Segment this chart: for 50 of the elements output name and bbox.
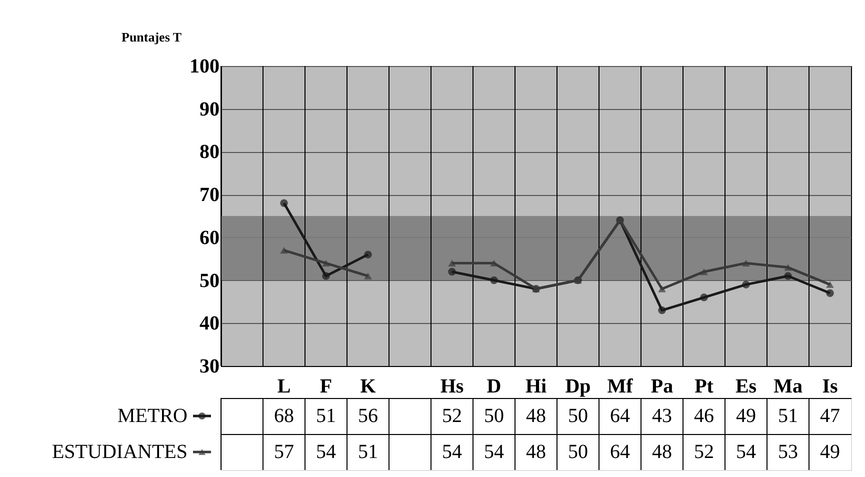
data-label: 51 <box>778 405 798 427</box>
data-label: 64 <box>610 441 630 463</box>
x-tick-label: F <box>320 376 332 398</box>
y-tick-label: 90 <box>200 98 220 120</box>
data-label: 52 <box>442 405 462 427</box>
data-label: 54 <box>442 441 462 463</box>
data-label: 47 <box>820 405 840 427</box>
y-tick-label: 100 <box>190 56 220 78</box>
data-label: 48 <box>652 441 672 463</box>
x-tick-label: Mf <box>607 376 634 398</box>
x-tick-label: Hs <box>440 376 464 398</box>
legend-label: ESTUDIANTES <box>52 441 188 463</box>
x-tick-label: Es <box>735 376 757 398</box>
x-tick-label: Pa <box>650 376 674 398</box>
data-label: 50 <box>568 405 588 427</box>
data-label: 50 <box>484 405 504 427</box>
legend-label: METRO <box>118 405 188 427</box>
y-tick-label: 60 <box>200 226 220 249</box>
y-tick-label: 40 <box>200 312 220 335</box>
data-label: 43 <box>652 405 672 427</box>
data-label: 51 <box>358 441 378 463</box>
x-tick-label: Pt <box>694 376 714 398</box>
data-label: 51 <box>316 405 336 427</box>
data-label: 54 <box>736 441 756 463</box>
data-label: 57 <box>274 441 294 463</box>
data-label: 50 <box>568 441 588 463</box>
y-tick-label: 30 <box>200 356 220 378</box>
y-axis-title: Puntajes T <box>122 30 182 44</box>
data-label: 48 <box>526 405 546 427</box>
x-tick-label: D <box>486 376 502 398</box>
data-label: 54 <box>316 441 336 463</box>
data-label: 46 <box>694 405 714 427</box>
x-tick-label: Is <box>822 376 838 398</box>
data-label: 68 <box>274 405 294 427</box>
x-tick-label: L <box>277 376 291 398</box>
data-label: 48 <box>526 441 546 463</box>
x-tick-label: Hi <box>525 376 547 398</box>
y-tick-label: 80 <box>200 141 220 164</box>
y-tick-label: 70 <box>200 184 220 206</box>
x-tick-label: K <box>360 376 376 398</box>
data-label: 52 <box>694 441 714 463</box>
data-label: 64 <box>610 405 630 427</box>
data-label: 53 <box>778 441 798 463</box>
data-label: 56 <box>358 405 378 427</box>
x-tick-label: Dp <box>565 376 591 398</box>
y-tick-label: 50 <box>200 270 220 292</box>
data-label: 49 <box>820 441 840 463</box>
data-label: 54 <box>484 441 504 463</box>
data-label: 49 <box>736 405 756 427</box>
x-tick-label: Ma <box>774 376 802 398</box>
